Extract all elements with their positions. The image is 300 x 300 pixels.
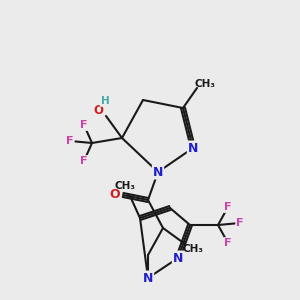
Text: F: F <box>66 136 74 146</box>
Text: F: F <box>80 156 88 166</box>
Text: N: N <box>173 251 183 265</box>
Text: O: O <box>93 104 103 118</box>
Text: F: F <box>80 120 88 130</box>
Text: CH₃: CH₃ <box>182 244 203 254</box>
Text: N: N <box>153 166 163 178</box>
Text: CH₃: CH₃ <box>115 181 136 191</box>
Text: N: N <box>188 142 198 154</box>
Text: H: H <box>100 96 109 106</box>
Text: CH₃: CH₃ <box>194 79 215 89</box>
Text: O: O <box>110 188 120 202</box>
Text: F: F <box>236 218 244 228</box>
Text: N: N <box>143 272 153 284</box>
Text: F: F <box>224 238 232 248</box>
Text: F: F <box>224 202 232 212</box>
